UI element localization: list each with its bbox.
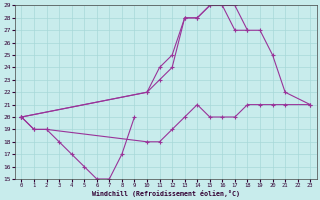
X-axis label: Windchill (Refroidissement éolien,°C): Windchill (Refroidissement éolien,°C) bbox=[92, 190, 240, 197]
